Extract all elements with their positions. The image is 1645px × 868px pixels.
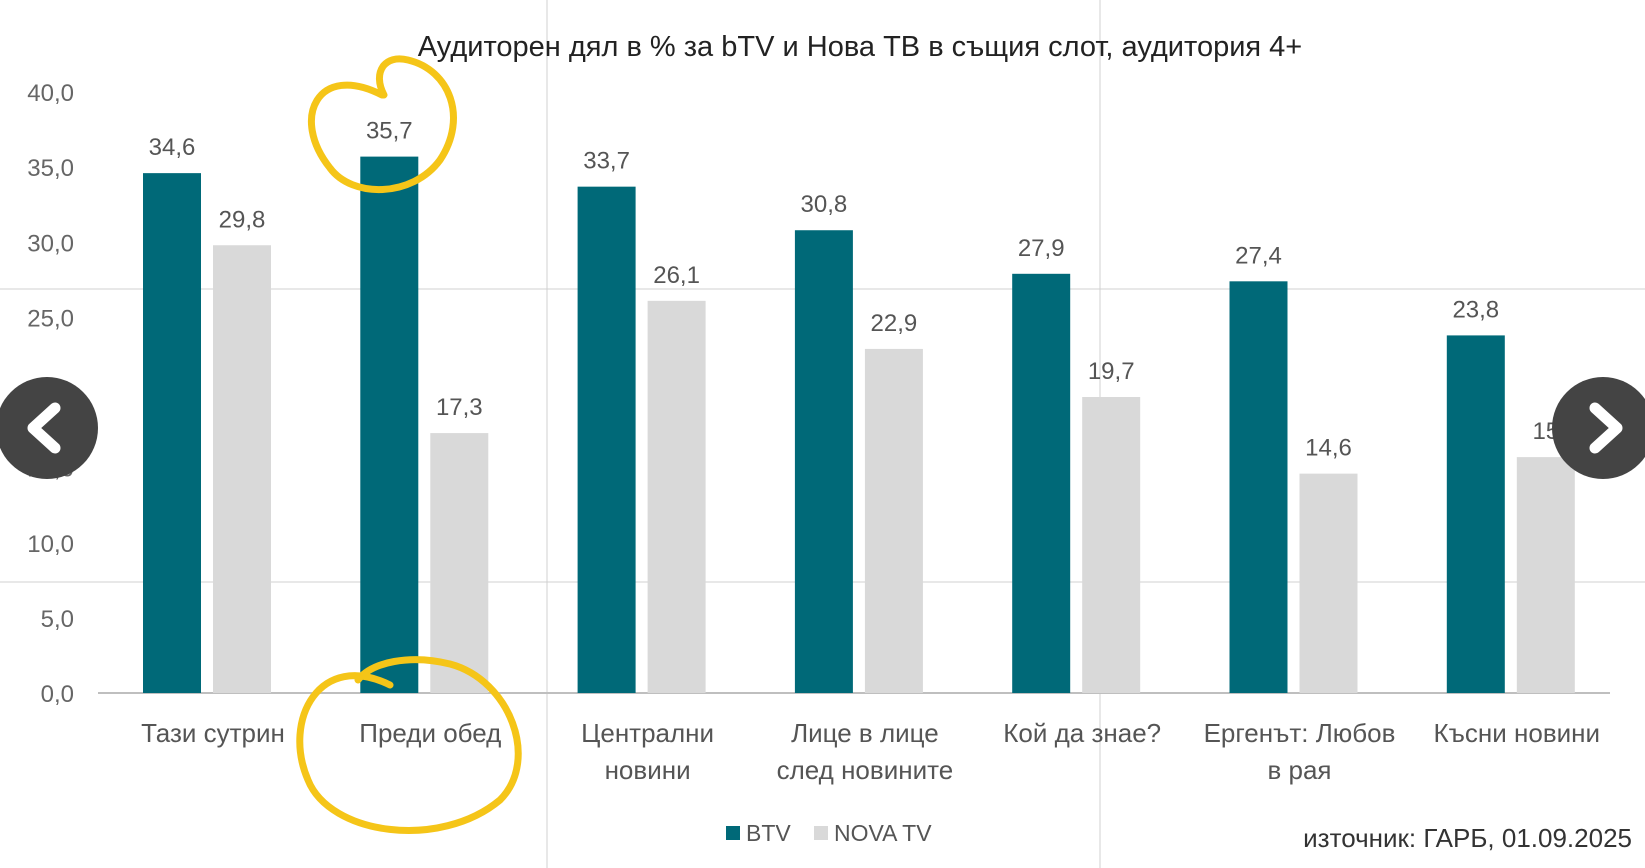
y-tick-label: 40,0 [27,80,74,107]
y-tick-label: 25,0 [27,305,74,332]
bar-value-label: 27,9 [1018,235,1065,262]
y-tick-label: 10,0 [27,531,74,558]
x-axis: Тази сутрин Преди обед Централни новини Лице… [141,718,1600,785]
x-tick-label: Ергенът: Любов [1204,718,1396,748]
bar-btv [794,230,853,694]
legend-swatch [814,826,828,840]
bar-btv [1229,281,1288,693]
bar-value-label: 17,3 [436,394,483,421]
x-tick-label: Тази сутрин [141,718,285,748]
bar-nova-tv [1516,457,1575,693]
bar-btv [143,173,201,693]
bar-btv [577,186,636,693]
legend-label: BTV [746,820,791,846]
chevron-left-icon [27,402,61,454]
carousel-prev-button[interactable] [0,377,98,479]
x-tick-label: Късни новини [1434,718,1601,748]
bar-nova-tv [864,348,923,693]
x-tick-label: Кой да знае? [1003,718,1161,748]
bar-value-label: 30,8 [801,191,848,218]
highlight-circle-label [296,656,522,834]
bar-btv [360,156,419,694]
carousel-next-button[interactable] [1552,377,1645,479]
bar-value-label: 35,7 [366,118,413,145]
bar-value-label: 23,8 [1452,296,1499,323]
source-note: източник: ГАРБ, 01.09.2025 [1303,823,1632,853]
bar-value-label: 29,8 [219,206,266,233]
chevron-right-icon [1589,402,1623,454]
bar-nova-tv [430,433,489,693]
x-tick-label: Лице в лице [791,718,939,748]
bar-nova-tv [1082,397,1141,693]
bar-value-label: 33,7 [583,148,630,175]
bar-value-label: 14,6 [1305,435,1352,462]
bar-nova-tv [213,245,271,693]
y-tick-label: 0,0 [41,681,74,708]
y-tick-label: 5,0 [41,606,74,633]
highlight-annotations [296,55,522,834]
x-tick-label: след новините [777,755,954,785]
bar-value-label: 22,9 [871,310,918,337]
legend-swatch [726,826,740,840]
bar-btv [1012,273,1071,693]
x-tick-label: новини [605,755,691,785]
chart-title: Аудиторен дял в % за bTV и Нова ТВ в същ… [418,31,1302,63]
bar-value-label: 34,6 [149,134,196,161]
bar-nova-tv [647,300,706,693]
highlight-circle-value [307,55,457,194]
x-tick-label: в рая [1267,755,1331,785]
bar-value-label: 27,4 [1235,242,1282,269]
bar-value-label: 26,1 [653,262,700,289]
y-tick-label: 30,0 [27,230,74,257]
bar-value-label: 19,7 [1088,358,1135,385]
legend-label: NOVA TV [834,820,932,846]
y-tick-label: 35,0 [27,155,74,182]
bars: 34,6 29,8 35,7 17,3 33,7 26,1 30,8 22,9 27,9 19,7… [143,118,1575,694]
x-tick-label: Централни [581,718,714,748]
bar-nova-tv [1299,473,1358,693]
legend: BTV NOVA TV [726,820,932,846]
bar-btv [1446,335,1505,693]
x-tick-label: Преди обед [359,718,501,748]
